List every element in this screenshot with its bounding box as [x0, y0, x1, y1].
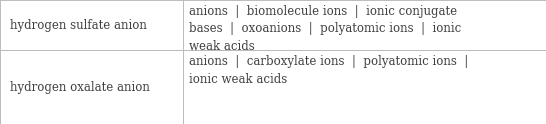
- Text: hydrogen oxalate anion: hydrogen oxalate anion: [10, 81, 150, 94]
- Text: anions  |  biomolecule ions  |  ionic conjugate
bases  |  oxoanions  |  polyatom: anions | biomolecule ions | ionic conjug…: [189, 5, 462, 53]
- Text: hydrogen sulfate anion: hydrogen sulfate anion: [10, 19, 147, 32]
- Text: anions  |  carboxylate ions  |  polyatomic ions  |
ionic weak acids: anions | carboxylate ions | polyatomic i…: [189, 55, 468, 86]
